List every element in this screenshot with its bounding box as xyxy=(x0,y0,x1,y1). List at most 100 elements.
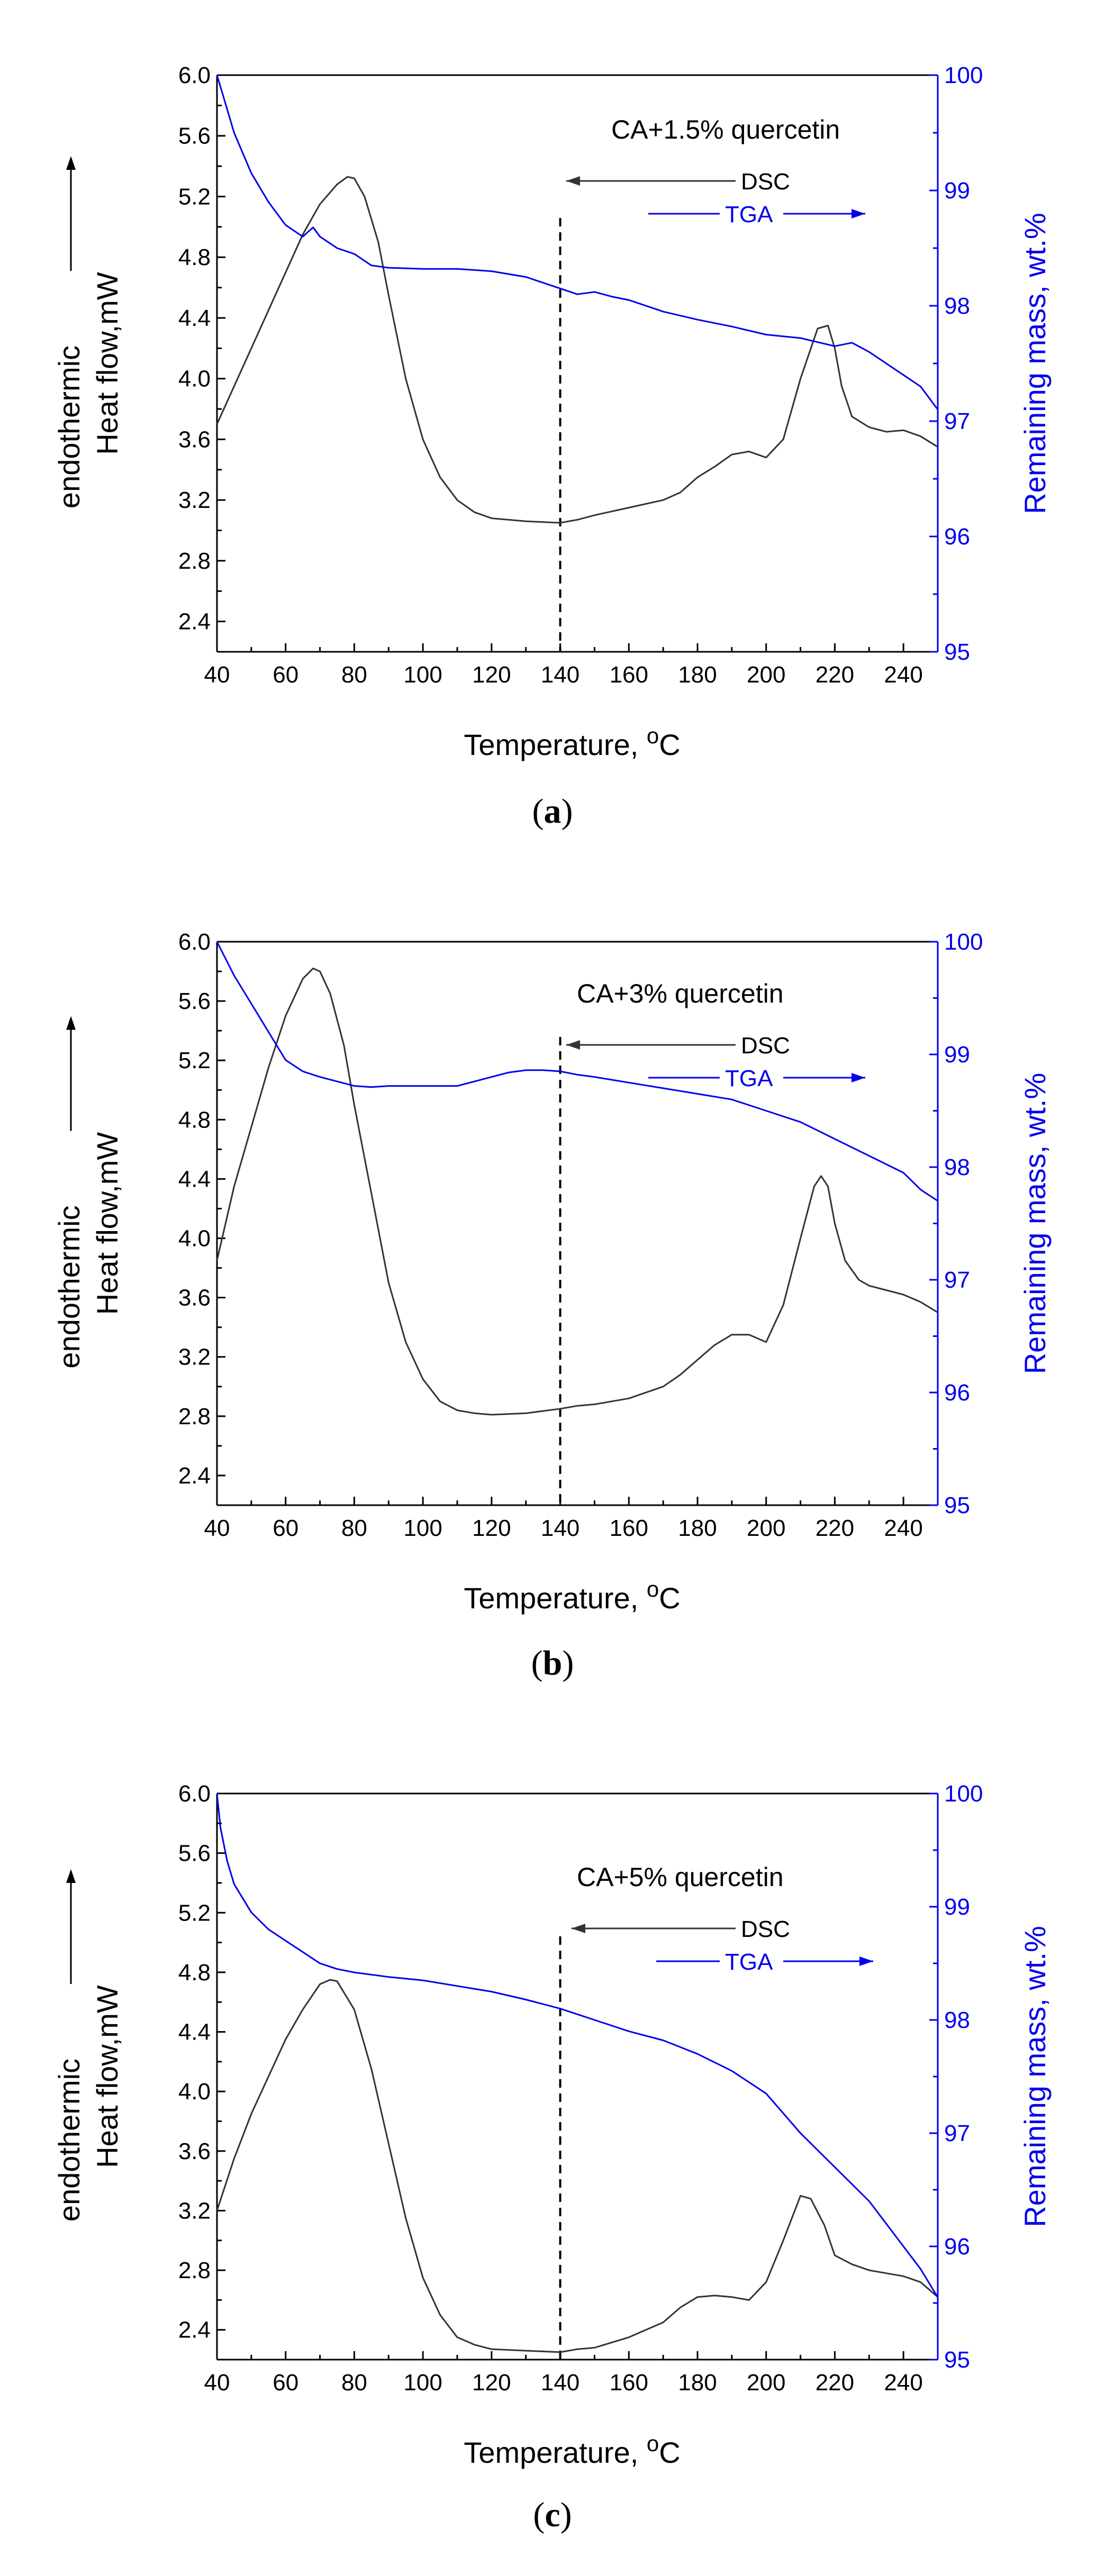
legend-tga-label-bg xyxy=(720,1945,783,1976)
y-tick-label: 2.4 xyxy=(178,609,211,635)
legend-tga-arrow xyxy=(852,209,865,219)
y-tick-label: 6.0 xyxy=(178,62,211,88)
x-tick-label: 160 xyxy=(610,2370,648,2396)
x-tick-label: 200 xyxy=(747,662,785,688)
x-tick-label: 180 xyxy=(678,2370,717,2396)
x-axis-label: Temperature, oC xyxy=(464,723,680,761)
series-line-tga xyxy=(216,75,939,411)
x-tick-label: 80 xyxy=(341,2370,367,2396)
x-tick-label: 100 xyxy=(403,1515,442,1541)
sample-annotation: CA+1.5% quercetin xyxy=(611,115,840,144)
y-tick-label: 2.8 xyxy=(178,548,211,574)
y2-tick-label: 96 xyxy=(944,1380,970,1406)
y2-tick-label: 97 xyxy=(944,408,970,434)
legend-dsc-label: DSC xyxy=(741,169,790,195)
series-line-dsc xyxy=(216,1979,938,2353)
x-tick-label: 80 xyxy=(341,1515,367,1541)
y-tick-label: 4.8 xyxy=(178,1107,211,1133)
panel-label: (c) xyxy=(533,2496,572,2534)
y-tick-label: 6.0 xyxy=(178,1781,211,1807)
endothermic-arrow-head xyxy=(66,1016,76,1030)
x-tick-label: 120 xyxy=(472,1515,511,1541)
x-tick-label: 160 xyxy=(610,1515,648,1541)
x-tick-label: 220 xyxy=(816,2370,854,2396)
x-tick-label: 100 xyxy=(403,2370,442,2396)
y-tick-label: 4.0 xyxy=(178,366,211,392)
y-tick-label: 2.4 xyxy=(178,2317,211,2343)
y-tick-label: 3.6 xyxy=(178,1285,211,1311)
y2-tick-label: 100 xyxy=(944,1781,983,1807)
y2-tick-label: 95 xyxy=(944,639,970,665)
y-tick-label: 5.2 xyxy=(178,1048,211,1073)
panel-label: (b) xyxy=(531,1644,574,1682)
x-tick-label: 40 xyxy=(204,2370,230,2396)
y-tick-label: 3.6 xyxy=(178,426,211,452)
x-tick-label: 120 xyxy=(472,662,511,688)
chart-panel-a: 40 60 80 100 120 140 160 180 200 220 240 2.4 2.8 3.2 3… xyxy=(52,62,1052,831)
y2-tick-label: 96 xyxy=(944,524,970,550)
y-tick-label: 4.4 xyxy=(178,1166,211,1192)
chart-panel-c: 40 60 80 100 120 140 160 180 200 220 240 2.4 2.8 3.2 3… xyxy=(52,1781,1052,2534)
y-tick-label: 3.6 xyxy=(178,2138,211,2164)
y-tick-label: 2.8 xyxy=(178,1404,211,1430)
x-axis-label: Temperature, oC xyxy=(464,2431,680,2469)
x-tick-label: 240 xyxy=(884,2370,922,2396)
y2-tick-label: 98 xyxy=(944,1154,970,1180)
x-tick-label: 60 xyxy=(273,2370,298,2396)
series-line-tga xyxy=(216,1793,939,2298)
x-tick-label: 60 xyxy=(273,662,298,688)
chart-panel-b: 40 60 80 100 120 140 160 180 200 220 240 2.4 2.8 3.2 3… xyxy=(52,929,1052,1682)
legend-dsc-arrow xyxy=(566,176,580,186)
y2-tick-label: 100 xyxy=(944,62,983,88)
y2-tick-label: 100 xyxy=(944,929,983,955)
y2-axis-label: Remaining mass, wt.% xyxy=(1018,213,1052,514)
x-tick-label: 60 xyxy=(273,1515,298,1541)
x-tick-label: 200 xyxy=(747,1515,785,1541)
x-tick-label: 220 xyxy=(816,1515,854,1541)
sample-annotation: CA+3% quercetin xyxy=(577,979,784,1008)
y2-axis-label: Remaining mass, wt.% xyxy=(1018,1926,1052,2227)
y-tick-label: 3.2 xyxy=(178,487,211,513)
legend-dsc-label: DSC xyxy=(741,1033,790,1059)
series-line-dsc xyxy=(216,176,938,524)
x-axis-label: Temperature, oC xyxy=(464,1577,680,1615)
x-tick-label: 220 xyxy=(816,662,854,688)
endothermic-arrow-head xyxy=(66,1869,76,1883)
legend-dsc-arrow xyxy=(566,1040,580,1050)
y-tick-label: 4.8 xyxy=(178,244,211,270)
legend-tga-label: TGA xyxy=(725,1066,773,1091)
legend-dsc-arrow xyxy=(572,1924,585,1933)
y2-tick-label: 95 xyxy=(944,2347,970,2373)
y-tick-label: 5.6 xyxy=(178,1841,211,1867)
series-line-tga xyxy=(216,941,938,1202)
x-tick-label: 140 xyxy=(541,662,579,688)
y2-tick-label: 98 xyxy=(944,2007,970,2033)
legend-tga-label-bg xyxy=(720,1062,783,1093)
legend-tga-label: TGA xyxy=(725,1949,773,1975)
y-tick-label: 4.8 xyxy=(178,1960,211,1986)
y2-axis-label: Remaining mass, wt.% xyxy=(1018,1073,1052,1375)
y-tick-label: 5.2 xyxy=(178,184,211,210)
x-tick-label: 80 xyxy=(341,662,367,688)
y-axis-label-heat-flow: Heat flow,mW xyxy=(90,1132,124,1315)
y-axis-label-endothermic: endothermic xyxy=(52,1205,86,1368)
x-tick-label: 40 xyxy=(204,662,230,688)
y2-tick-label: 96 xyxy=(944,2234,970,2260)
y-tick-label: 2.4 xyxy=(178,1463,211,1489)
y2-tick-label: 99 xyxy=(944,178,970,204)
x-tick-label: 140 xyxy=(541,1515,579,1541)
y-axis-label-endothermic: endothermic xyxy=(52,345,86,508)
series-line-dsc xyxy=(216,967,938,1416)
y-axis-label-heat-flow: Heat flow,mW xyxy=(90,1985,124,2168)
y-tick-label: 4.4 xyxy=(178,305,211,331)
legend-tga-arrow xyxy=(859,1956,873,1966)
y2-tick-label: 97 xyxy=(944,1267,970,1293)
x-tick-label: 160 xyxy=(610,662,648,688)
panel-label: (a) xyxy=(532,792,573,831)
x-tick-label: 240 xyxy=(884,1515,922,1541)
y-tick-label: 6.0 xyxy=(178,929,211,955)
sample-annotation: CA+5% quercetin xyxy=(577,1862,784,1892)
y2-tick-label: 95 xyxy=(944,1492,970,1518)
x-tick-label: 140 xyxy=(541,2370,579,2396)
